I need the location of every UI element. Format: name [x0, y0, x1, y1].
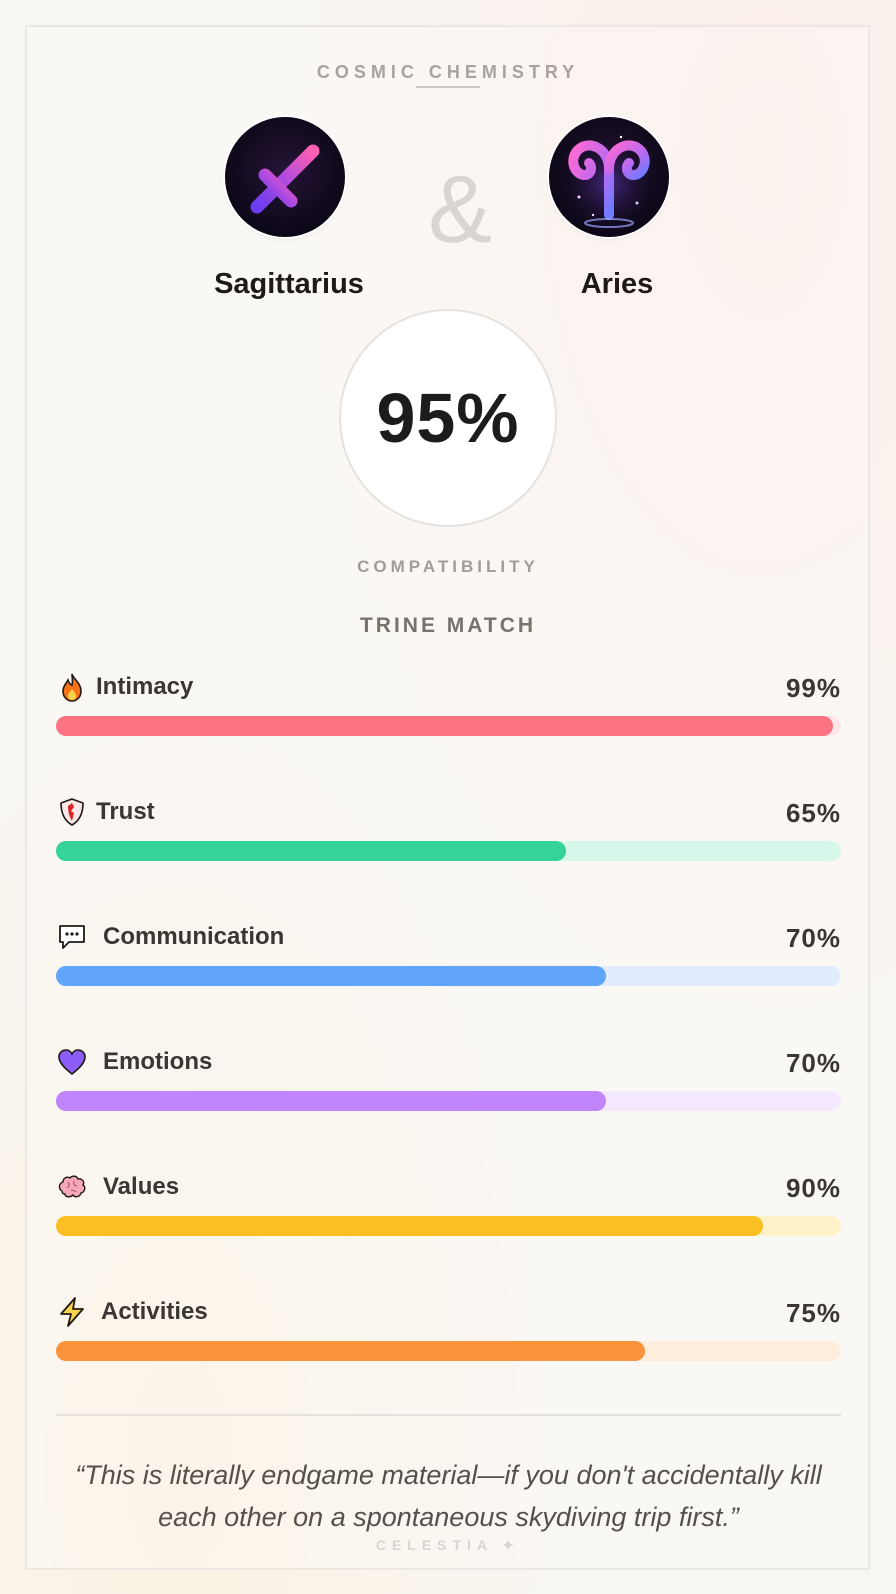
progress-fill — [56, 716, 834, 736]
aries-ram-icon — [561, 131, 657, 228]
metric-label: Activities — [101, 1298, 208, 1325]
sagittarius-arrow-icon — [250, 142, 322, 214]
progress-track — [56, 716, 841, 736]
metric-value: 99% — [785, 673, 841, 703]
progress-track — [56, 1216, 841, 1236]
compatibility-quote: “This is literally endgame material—if y… — [75, 1460, 822, 1532]
metric-label: Trust — [96, 798, 155, 825]
compatibility-card — [25, 25, 870, 1570]
metric-emotions: Emotions 70% — [56, 1046, 841, 1116]
progress-fill — [56, 966, 606, 986]
metric-label: Communication — [103, 923, 285, 950]
metric-activities: Activities 75% — [56, 1296, 841, 1366]
compatibility-score: 95% — [376, 379, 520, 457]
fire-icon — [62, 673, 82, 702]
metric-communication: Communication 70% — [56, 921, 841, 991]
metric-trust: Trust 65% — [56, 796, 841, 866]
metric-value: 90% — [785, 1173, 841, 1203]
sign-name-aries: Aries — [580, 268, 654, 300]
progress-track — [56, 841, 841, 861]
heart-icon — [58, 1049, 86, 1076]
metric-label: Intimacy — [96, 673, 194, 700]
progress-fill — [56, 1091, 606, 1111]
metric-intimacy: Intimacy 99% — [56, 671, 841, 741]
page-title: COSMIC CHEMISTRY — [316, 62, 580, 82]
ampersand: & — [427, 156, 493, 263]
progress-track — [56, 1341, 841, 1361]
metric-values: Values 90% — [56, 1171, 841, 1241]
lightning-icon — [60, 1297, 84, 1327]
metric-value: 70% — [785, 1048, 841, 1078]
match-type: TRINE MATCH — [359, 614, 537, 637]
metric-label: Emotions — [103, 1048, 213, 1075]
sagittarius-avatar — [225, 117, 345, 237]
title-underline — [416, 86, 480, 88]
metric-value: 65% — [785, 798, 841, 828]
metric-value: 75% — [785, 1298, 841, 1328]
progress-fill — [56, 841, 567, 861]
metric-value: 70% — [785, 923, 841, 953]
brand-footer: CELESTIA ✦ — [375, 1537, 521, 1553]
shield-icon — [60, 798, 84, 826]
aries-avatar — [549, 117, 669, 237]
speech-bubble-icon — [59, 925, 85, 949]
progress-fill — [56, 1216, 763, 1236]
metric-label: Values — [103, 1173, 180, 1200]
brain-icon — [58, 1175, 86, 1198]
progress-track — [56, 966, 841, 986]
progress-track — [56, 1091, 841, 1111]
score-circle: 95% — [339, 309, 557, 527]
compatibility-label: COMPATIBILITY — [357, 557, 539, 576]
sign-name-sagittarius: Sagittarius — [214, 268, 364, 300]
divider — [56, 1414, 841, 1416]
progress-fill — [56, 1341, 645, 1361]
